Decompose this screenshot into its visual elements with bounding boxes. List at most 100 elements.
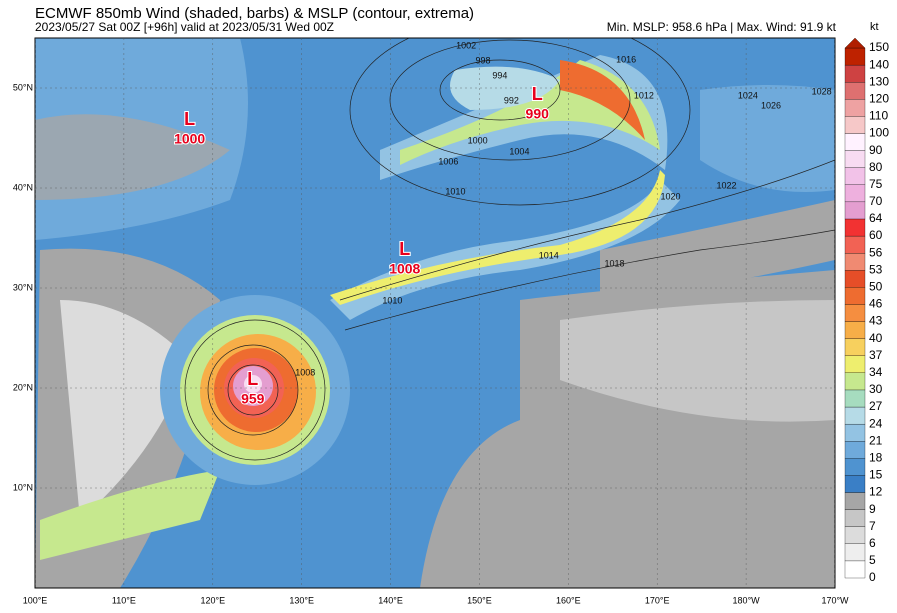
colorbar-label: 5 <box>869 553 876 567</box>
contour-label: 992 <box>504 95 519 105</box>
colorbar-label: 9 <box>869 502 876 516</box>
colorbar-box <box>844 321 866 339</box>
contour-label: 1008 <box>295 367 315 377</box>
contour-label: 1002 <box>456 40 476 50</box>
colorbar-box <box>844 201 866 220</box>
low-symbol: L <box>399 239 410 259</box>
colorbar-box <box>844 99 866 117</box>
map-overlay <box>35 38 835 588</box>
colorbar-label: 6 <box>869 536 876 550</box>
colorbar-label: 24 <box>869 416 883 430</box>
contour-label: 994 <box>492 70 507 80</box>
colorbar-label: 0 <box>869 570 876 584</box>
colorbar-box <box>844 253 866 271</box>
contour-label: 1028 <box>812 86 832 96</box>
colorbar-unit: kt <box>870 21 879 33</box>
colorbar-label: 53 <box>869 262 883 276</box>
colorbar-box <box>844 167 866 185</box>
info: Min. MSLP: 958.6 hPa | Max. Wind: 91.9 k… <box>607 20 837 34</box>
contour-label: 1010 <box>445 186 465 196</box>
colorbar-box <box>844 492 866 510</box>
colorbar-box <box>844 423 866 442</box>
lon-label: 170°W <box>821 595 849 605</box>
colorbar-box <box>844 406 866 425</box>
low-value: 990 <box>526 106 550 122</box>
colorbar-label: 40 <box>869 331 883 345</box>
contour-label: 1006 <box>438 156 458 166</box>
colorbar-box <box>844 458 866 476</box>
colorbar-box <box>844 82 866 100</box>
contour-label: 1022 <box>717 180 737 190</box>
colorbar-box <box>844 560 866 579</box>
colorbar-label: 46 <box>869 297 883 311</box>
lon-label: 160°E <box>556 595 581 605</box>
colorbar-label: 140 <box>869 57 889 71</box>
colorbar-box <box>844 441 866 459</box>
lon-label: 100°E <box>23 595 48 605</box>
colorbar-box <box>844 389 866 408</box>
colorbar-box <box>844 184 866 203</box>
lon-label: 110°E <box>112 595 136 605</box>
colorbar-label: 75 <box>869 177 883 191</box>
colorbar-box <box>844 64 866 83</box>
contour-label: 1010 <box>382 295 402 305</box>
colorbar-label: 50 <box>869 280 883 294</box>
contour-label: 1004 <box>509 146 529 156</box>
colorbar-box <box>844 47 866 66</box>
colorbar-box <box>844 475 866 493</box>
colorbar-label: 64 <box>869 211 883 225</box>
colorbar-label: 100 <box>869 126 889 140</box>
low-symbol: L <box>532 84 543 104</box>
colorbar-box <box>844 543 866 562</box>
colorbar-label: 15 <box>869 468 883 482</box>
colorbar-box <box>844 116 866 134</box>
lon-label: 130°E <box>289 595 314 605</box>
colorbar-label: 34 <box>869 365 883 379</box>
colorbar-label: 18 <box>869 450 883 464</box>
lon-label: 120°E <box>200 595 225 605</box>
low-symbol: L <box>247 369 258 389</box>
title: ECMWF 850mb Wind (shaded, barbs) & MSLP … <box>35 5 474 22</box>
low-symbol: L <box>184 109 195 129</box>
colorbar-box <box>844 133 866 151</box>
colorbar-label: 120 <box>869 91 889 105</box>
lat-label: 40°N <box>13 182 33 192</box>
colorbar-box <box>844 509 866 527</box>
contour-label: 998 <box>475 55 490 65</box>
colorbar-label: 110 <box>869 109 888 123</box>
contour-label: 1020 <box>661 191 681 201</box>
colorbar-label: 30 <box>869 382 883 396</box>
colorbar-box <box>844 304 866 322</box>
colorbar-label: 37 <box>869 348 883 362</box>
colorbar-label: 130 <box>869 74 889 88</box>
colorbar-box <box>844 270 866 288</box>
lat-label: 10°N <box>13 482 33 492</box>
map-field <box>35 38 835 588</box>
colorbar-box <box>844 372 866 391</box>
lat-label: 50°N <box>13 82 33 92</box>
low-value: 959 <box>241 391 265 407</box>
colorbar-label: 80 <box>869 160 883 174</box>
colorbar-label: 12 <box>869 485 883 499</box>
contour-label: 1014 <box>539 250 559 260</box>
colorbar-box <box>844 355 866 373</box>
contour-label: 1000 <box>468 135 488 145</box>
colorbar-label: 60 <box>869 228 883 242</box>
lat-label: 20°N <box>13 382 33 392</box>
colorbar-label: 150 <box>869 40 889 54</box>
colorbar-box <box>844 150 866 168</box>
lon-label: 150°E <box>467 595 492 605</box>
colorbar-box <box>844 235 866 254</box>
colorbar-label: 90 <box>869 143 883 157</box>
contour-label: 1012 <box>634 90 654 100</box>
subtitle: 2023/05/27 Sat 00Z [+96h] valid at 2023/… <box>35 20 334 34</box>
lon-label: 170°E <box>645 595 670 605</box>
colorbar-label: 27 <box>869 399 883 413</box>
colorbar-box <box>844 338 866 356</box>
contour-label: 1024 <box>738 90 758 100</box>
lat-label: 30°N <box>13 282 33 292</box>
colorbar-label: 43 <box>869 314 883 328</box>
contour-label: 1018 <box>605 258 625 268</box>
low-value: 1000 <box>174 131 205 147</box>
